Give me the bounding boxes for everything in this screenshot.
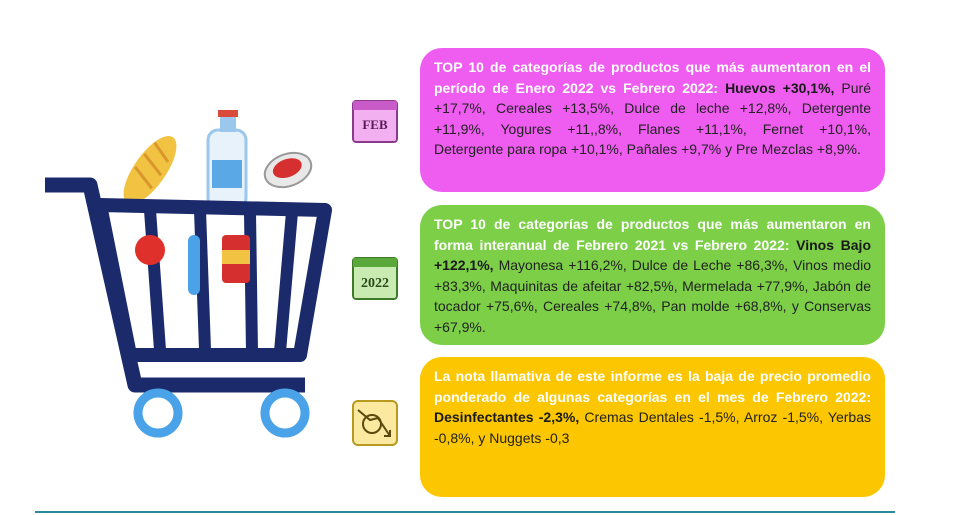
box-heading: La nota llamativa de este informe es la …	[434, 368, 871, 405]
cart-illustration	[45, 110, 332, 438]
divider	[35, 511, 895, 513]
box-heading: TOP 10 de categorías de productos que má…	[434, 216, 871, 253]
box-highlight: Huevos +30,1%,	[725, 79, 835, 96]
price-down-icon	[352, 400, 398, 446]
info-box: La nota llamativa de este informe es la …	[420, 357, 885, 497]
box-text: Mayonesa +116,2%, Dulce de Leche +86,3%,…	[434, 257, 872, 335]
box-text: Puré +17,7%, Cereales +13,5%, Dulce de l…	[434, 79, 871, 158]
box-highlight: Vinos Bajo +122,1%,	[434, 236, 871, 274]
box-heading: TOP 10 de categorías de productos que má…	[434, 59, 871, 96]
calendar-icon: 2022	[352, 257, 398, 300]
box-text: Cremas Dentales -1,5%, Arroz -1,5%, Yerb…	[434, 409, 871, 446]
box-highlight: Desinfectantes -2,3%,	[434, 409, 580, 425]
calendar-icon: FEB	[352, 100, 398, 143]
info-box: TOP 10 de categorías de productos que má…	[420, 48, 885, 192]
icon-label: 2022	[361, 276, 389, 291]
info-box: TOP 10 de categorías de productos que má…	[420, 205, 885, 345]
icon-label: FEB	[362, 117, 388, 132]
